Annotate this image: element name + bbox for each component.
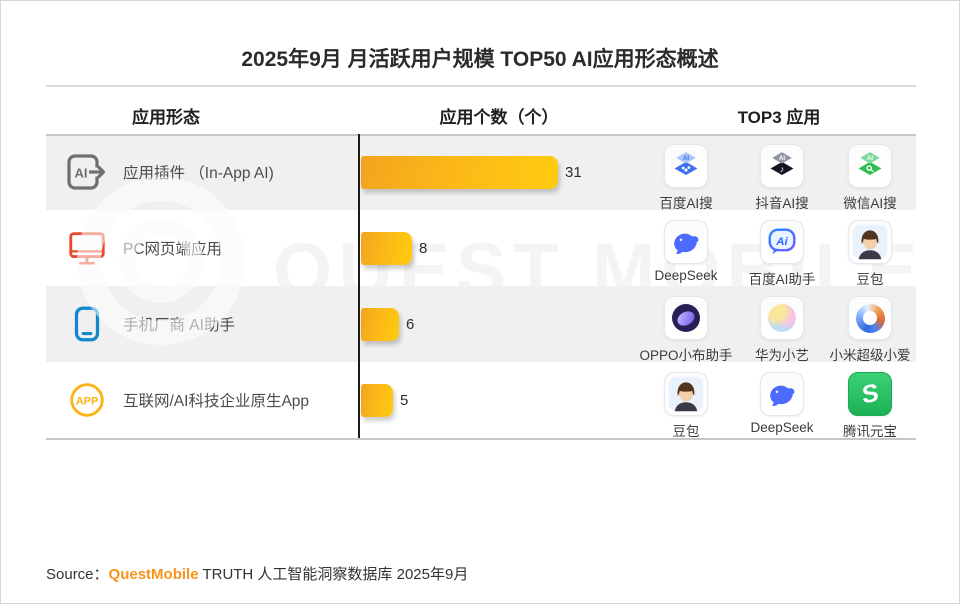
app-name: 抖音AI搜	[755, 196, 809, 211]
app-name: DeepSeek	[654, 268, 718, 283]
top3-app: 华为小艺	[724, 296, 840, 364]
app-circle-icon: APP	[70, 383, 104, 417]
bar-value: 8	[419, 239, 428, 257]
top3-app: OPPO小布助手	[628, 296, 744, 364]
pc-monitor-icon	[69, 232, 105, 265]
column-header-count: 应用个数（个）	[439, 108, 559, 127]
top3-app: ♪ AI 抖音AI搜	[724, 144, 840, 212]
app-name: 腾讯元宝	[843, 424, 897, 439]
column-header-form: 应用形态	[132, 108, 200, 127]
app-name: 豆包	[672, 424, 700, 439]
top3-app: DeepSeek	[628, 220, 744, 283]
svg-text:Ai: Ai	[775, 236, 788, 248]
app-name: 百度AI助手	[748, 272, 816, 287]
deepseek-whale-logo	[760, 372, 804, 416]
smartphone-icon	[74, 306, 100, 342]
top3-app: DeepSeek	[724, 372, 840, 435]
form-label: 手机厂商 AI助手	[123, 317, 235, 334]
bar-group: 6	[361, 307, 414, 341]
table-row: 手机厂商 AI助手 6 OPPO小布助手 华为小艺	[46, 286, 916, 364]
svg-text:AI: AI	[867, 155, 873, 162]
chart-title: 2025年9月 月活跃用户规模 TOP50 AI应用形态概述	[241, 48, 719, 71]
tencent-yuanbao-logo: S	[848, 372, 892, 416]
divider-header	[46, 134, 916, 136]
app-name: OPPO小布助手	[639, 348, 733, 363]
bar-group: 5	[361, 383, 408, 417]
in-app-ai-icon: AI	[67, 154, 106, 190]
column-header-top3: TOP3 应用	[737, 108, 821, 127]
top3-app: AI 微信AI搜	[812, 144, 928, 212]
xiaomi-xiaoai-logo	[848, 296, 892, 340]
questmobile-brand: QuestMobile	[108, 566, 199, 583]
app-name: DeepSeek	[750, 420, 814, 435]
form-label: PC网页端应用	[123, 241, 223, 258]
table-row: PC网页端应用 8 DeepSeek	[46, 210, 916, 288]
top3-app: AI 百度AI搜	[628, 144, 744, 212]
form-label: 应用插件 （In-App AI)	[123, 165, 274, 182]
douyin-ai-search-logo: ♪ AI	[760, 144, 804, 188]
svg-text:♪: ♪	[780, 164, 785, 174]
bar-group: 31	[361, 155, 582, 189]
svg-text:AI: AI	[75, 166, 88, 181]
divider-bottom	[46, 438, 916, 440]
bar-axis-line	[358, 134, 360, 438]
app-name: 小米超级小爱	[829, 348, 911, 363]
top3-app: 豆包	[812, 220, 928, 288]
top3-app: Ai 百度AI助手	[724, 220, 840, 288]
table-row: APP 互联网/AI科技企业原生App 5 豆包	[46, 362, 916, 440]
doubao-avatar-logo	[664, 372, 708, 416]
svg-text:AI: AI	[683, 155, 689, 162]
bar-phone-vendor	[361, 307, 399, 341]
source-rest: TRUTH 人工智能洞察数据库 2025年9月	[198, 566, 469, 583]
app-name: 微信AI搜	[843, 196, 897, 211]
app-name: 百度AI搜	[659, 196, 713, 211]
form-label: 互联网/AI科技企业原生App	[123, 393, 310, 410]
top3-app: 小米超级小爱	[812, 296, 928, 364]
bar-group: 8	[361, 231, 427, 265]
svg-text:APP: APP	[76, 395, 99, 407]
oppo-xiaobu-logo	[664, 296, 708, 340]
bar-value: 5	[400, 391, 409, 409]
source-line: Source：QuestMobile TRUTH 人工智能洞察数据库 2025年…	[46, 563, 468, 584]
baidu-ai-search-logo: AI	[664, 144, 708, 188]
app-name: 豆包	[856, 272, 884, 287]
bar-in-app-ai	[361, 155, 558, 189]
bar-value: 6	[406, 315, 415, 333]
table-row: AI 应用插件 （In-App AI) 31 AI	[46, 134, 916, 212]
source-prefix: Source：	[46, 566, 109, 583]
top3-app: S 腾讯元宝	[812, 372, 928, 440]
top3-app: 豆包	[628, 372, 744, 440]
deepseek-whale-logo	[664, 220, 708, 264]
huawei-xiaoyi-logo	[760, 296, 804, 340]
divider-top	[46, 85, 916, 87]
baidu-ai-assistant-logo: Ai	[760, 220, 804, 264]
svg-text:AI: AI	[779, 155, 785, 162]
bar-value: 31	[565, 163, 582, 181]
wechat-ai-search-logo: AI	[848, 144, 892, 188]
bar-native-app	[361, 383, 393, 417]
app-name: 华为小艺	[755, 348, 809, 363]
doubao-avatar-logo	[848, 220, 892, 264]
bar-pc-web	[361, 231, 412, 265]
